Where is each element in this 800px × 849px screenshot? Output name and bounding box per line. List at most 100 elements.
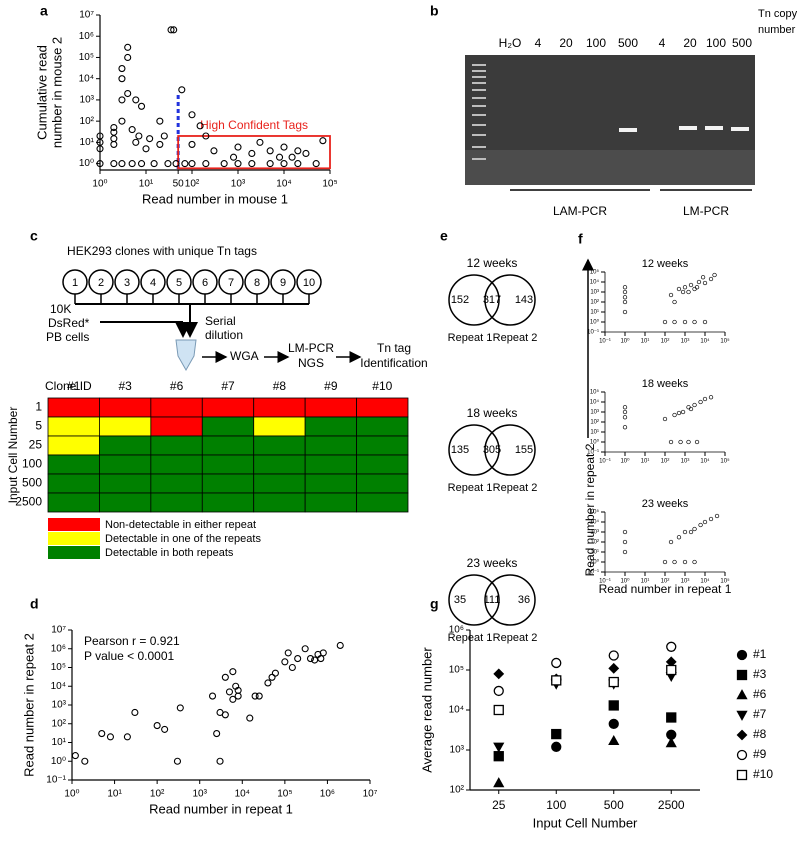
- x-tick-label: 10⁵: [322, 179, 337, 190]
- y-tick-label: 10⁰: [590, 439, 600, 446]
- cells-label: PB cells: [46, 330, 89, 344]
- x-tick-label: 10⁰: [64, 789, 79, 800]
- legend-label: #1: [753, 647, 767, 661]
- clone-label: 1: [72, 277, 78, 289]
- heatmap-cell: [253, 416, 306, 437]
- panel-letter: e: [440, 228, 448, 244]
- x-axis-label: Input Cell Number: [533, 815, 638, 830]
- column-label: #3: [118, 379, 132, 393]
- legend-marker: [736, 669, 748, 681]
- point: [96, 160, 104, 168]
- point: [256, 138, 264, 146]
- y-tick-label: 10⁵: [590, 389, 600, 396]
- heatmap-cell: [99, 492, 152, 513]
- point: [110, 140, 118, 148]
- marker: [608, 650, 619, 661]
- y-tick-label: 10⁻¹: [587, 450, 599, 456]
- y-tick-label: 10⁵: [79, 52, 94, 63]
- point: [708, 395, 714, 400]
- y-tick-label: 10³: [450, 745, 465, 756]
- x-tick-label: 10⁵: [720, 458, 730, 465]
- point: [268, 673, 276, 681]
- side-label: number: [758, 24, 796, 36]
- marker: [493, 668, 505, 680]
- heatmap-cell: [201, 473, 255, 494]
- venn-circle: [484, 574, 536, 626]
- point: [156, 140, 164, 148]
- point: [294, 160, 302, 168]
- point: [622, 539, 628, 545]
- point: [672, 319, 677, 325]
- marker: [551, 675, 562, 686]
- point: [234, 143, 242, 151]
- x-tick-label: 25: [492, 798, 506, 812]
- point: [284, 649, 292, 657]
- heatmap-cell: [47, 435, 100, 456]
- point: [188, 140, 196, 148]
- heatmap-cell: [47, 473, 100, 494]
- clone-label: 6: [202, 277, 208, 289]
- y-tick-label: 10⁴: [590, 279, 600, 286]
- set-label: Repeat 2: [493, 482, 538, 494]
- group-label: LAM-PCR: [553, 204, 607, 218]
- point: [172, 160, 180, 168]
- axis-label: Read number in repeat 2: [583, 443, 597, 576]
- point: [251, 692, 259, 700]
- x-tick-label: 10⁰: [620, 458, 630, 465]
- panel-letter: c: [30, 228, 38, 244]
- legend-label: Detectable in both repeats: [105, 547, 234, 559]
- point: [622, 289, 628, 295]
- x-tick-label: 10⁰: [620, 578, 630, 585]
- x-tick-label: 10⁴: [276, 179, 291, 190]
- point: [692, 526, 697, 532]
- set-label: Repeat 1: [448, 332, 493, 344]
- point: [118, 160, 126, 168]
- heatmap-cell: [99, 416, 152, 437]
- y-tick-label: 10⁵: [590, 269, 600, 276]
- point: [668, 439, 674, 445]
- venn-count: 36: [518, 594, 530, 606]
- x-tick-label: 10¹: [107, 789, 122, 800]
- point: [302, 149, 310, 158]
- heatmap-cell: [47, 416, 100, 437]
- x-tick-label: 10²: [661, 459, 670, 465]
- y-tick-label: 10²: [450, 785, 465, 796]
- point: [319, 649, 327, 657]
- point: [229, 695, 237, 703]
- y-tick-label: 10¹: [590, 550, 599, 556]
- legend-marker: [736, 689, 748, 700]
- point: [682, 559, 688, 565]
- y-tick-label: 10³: [52, 700, 67, 711]
- heatmap-cell: [356, 397, 409, 418]
- venn-count: 135: [451, 444, 469, 456]
- point: [692, 402, 697, 408]
- point: [156, 117, 164, 125]
- marker: [608, 676, 619, 688]
- point: [118, 96, 126, 104]
- x-tick-label: 10²: [150, 789, 165, 800]
- panel-letter: f: [578, 231, 583, 247]
- point: [221, 711, 229, 719]
- heatmap-cell: [150, 435, 203, 456]
- point: [220, 160, 228, 168]
- heatmap-cell: [253, 492, 306, 513]
- clone-label: 7: [228, 277, 234, 289]
- x-tick-label: 10⁴: [700, 338, 710, 345]
- point: [680, 289, 686, 295]
- legend-label: #6: [753, 687, 767, 701]
- point: [181, 160, 189, 168]
- x-tick-label: 10¹: [641, 579, 650, 585]
- point: [317, 655, 325, 663]
- point: [686, 405, 691, 410]
- row-header: Input Cell Number: [6, 407, 20, 504]
- heatmap-cell: [253, 435, 306, 456]
- point: [319, 137, 327, 145]
- y-tick-label: 10⁵: [51, 662, 66, 673]
- gel-bands: [619, 126, 749, 132]
- point: [294, 147, 302, 155]
- legend-label: #7: [753, 707, 767, 721]
- y-tick-label: 10²: [52, 718, 67, 729]
- marker: [493, 685, 504, 697]
